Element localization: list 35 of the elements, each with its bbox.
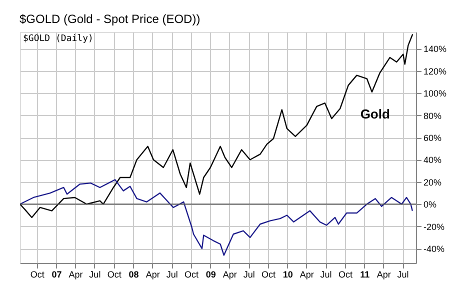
x-tick-label: Jul bbox=[243, 270, 255, 280]
chart-subtitle: $GOLD (Daily) bbox=[23, 34, 94, 44]
y-tick-label: 140% bbox=[424, 44, 447, 54]
x-tick-label: 11 bbox=[360, 270, 370, 280]
x-tick-label: Jul bbox=[397, 270, 409, 280]
x-tick-label: Jul bbox=[166, 270, 178, 280]
line-series bbox=[20, 34, 414, 218]
y-tick-label: 60% bbox=[424, 133, 442, 144]
x-tick-label: Apr bbox=[376, 270, 391, 280]
x-tick-label: Jul bbox=[320, 270, 332, 280]
x-tick-label: Jul bbox=[89, 270, 101, 280]
chart-title: $GOLD (Gold - Spot Price (EOD)) bbox=[20, 12, 200, 26]
series-label: Gold bbox=[360, 106, 390, 122]
y-tick-label: -40% bbox=[424, 244, 445, 254]
x-tick-label: 08 bbox=[128, 270, 139, 280]
y-tick-label: 0% bbox=[424, 200, 437, 210]
y-tick-label: 100% bbox=[424, 88, 447, 99]
y-tick-label: 40% bbox=[424, 155, 442, 166]
x-tick-label: Apr bbox=[146, 270, 160, 280]
line-series bbox=[20, 179, 414, 256]
y-tick-label: 20% bbox=[424, 177, 442, 188]
y-tick-label: 80% bbox=[424, 110, 442, 121]
y-tick-label: 120% bbox=[424, 66, 447, 76]
x-tick-label: Apr bbox=[300, 270, 314, 280]
x-tick-label: Oct bbox=[30, 270, 45, 280]
x-tick-label: 07 bbox=[52, 270, 62, 280]
x-tick-label: Oct bbox=[107, 270, 122, 280]
x-tick-label: 09 bbox=[206, 270, 216, 280]
x-tick-label: 10 bbox=[282, 270, 293, 280]
x-tick-label: Apr bbox=[68, 270, 83, 280]
y-tick-label: -20% bbox=[424, 222, 445, 232]
x-tick-label: Oct bbox=[338, 270, 353, 280]
x-tick-label: Oct bbox=[261, 270, 276, 280]
x-tick-label: Apr bbox=[222, 270, 237, 280]
x-tick-label: Oct bbox=[184, 270, 199, 280]
